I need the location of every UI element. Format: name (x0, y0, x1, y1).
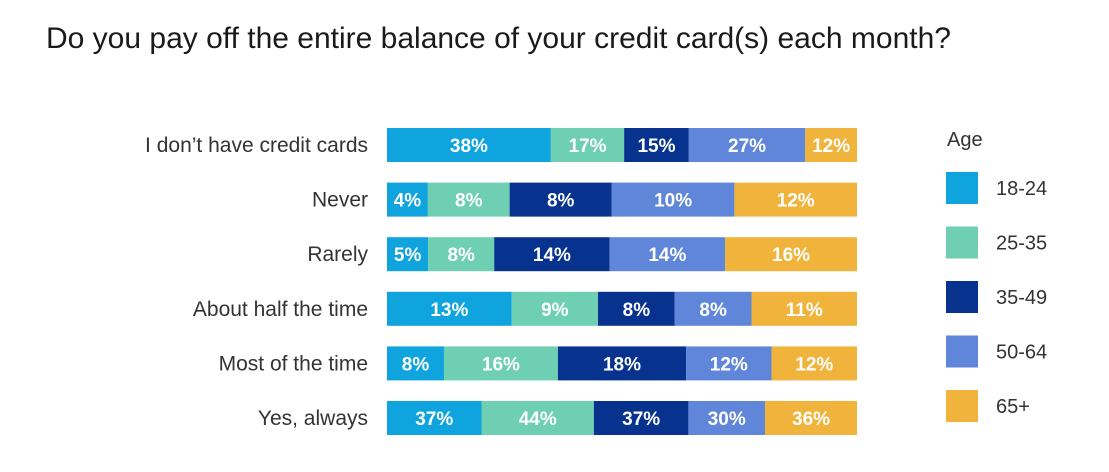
data-label: 18% (603, 354, 641, 375)
data-label: 13% (430, 300, 468, 321)
bar-segment (674, 291, 752, 326)
bar-segment (765, 401, 857, 435)
bar-segment (443, 346, 558, 381)
bar-segment (387, 291, 512, 326)
legend-swatch (946, 226, 978, 259)
bar-segment (598, 291, 675, 326)
bar-segment (387, 128, 551, 162)
category-label: Rarely (307, 243, 368, 266)
data-label: 12% (710, 354, 748, 375)
legend-label: 50-64 (996, 342, 1047, 364)
data-label: 37% (622, 409, 660, 430)
category-label: Yes, always (258, 407, 368, 430)
bar-segment (428, 237, 495, 272)
bar-segment (771, 346, 857, 381)
data-label: 44% (519, 409, 557, 430)
category-label: About half the time (193, 298, 368, 321)
bar-segment (557, 346, 687, 381)
bar-segment (509, 182, 612, 217)
category-label: Most of the time (219, 352, 368, 375)
data-label: 27% (728, 136, 766, 157)
bar-segment (725, 237, 857, 272)
data-label: 8% (402, 354, 430, 375)
data-label: 17% (568, 136, 606, 157)
bar-segment (751, 291, 857, 326)
bar-segment (624, 128, 689, 162)
bar-segment (494, 237, 610, 272)
data-label: 12% (777, 191, 815, 212)
data-label: 12% (795, 354, 833, 375)
data-label: 16% (772, 245, 810, 266)
data-label: 8% (447, 245, 475, 266)
data-label: 8% (699, 300, 727, 321)
legend-swatch (946, 335, 978, 368)
legend-title: Age (947, 129, 983, 151)
bar-segment (688, 401, 766, 435)
bar-segment (734, 182, 857, 217)
bar-segment (593, 401, 689, 435)
bar-segment (805, 128, 857, 162)
legend-swatch (946, 172, 978, 204)
bar-segment (550, 128, 625, 162)
data-label: 11% (786, 300, 823, 321)
data-label: 14% (648, 245, 686, 266)
bar-segment (511, 291, 599, 326)
data-label: 8% (623, 300, 651, 321)
legend-swatch (946, 390, 978, 422)
bar-segment (609, 237, 726, 272)
category-label: Never (312, 189, 368, 212)
bar-segment (387, 346, 444, 381)
bar-segment (688, 128, 806, 162)
data-label: 14% (533, 245, 571, 266)
category-label: I don’t have credit cards (145, 134, 368, 157)
data-label: 38% (450, 136, 488, 157)
legend-swatch (946, 281, 978, 313)
legend-label: 25-35 (996, 233, 1047, 255)
legend-label: 35-49 (996, 287, 1047, 309)
data-label: 10% (654, 191, 692, 212)
bars-group: I don’t have credit cards 38% 17% 15% 27% 12%… (145, 128, 857, 435)
bar-segment (481, 401, 594, 435)
bar-segment (387, 401, 482, 435)
data-label: 8% (547, 191, 575, 212)
data-label: 4% (394, 191, 422, 212)
legend-label: 65+ (996, 396, 1030, 418)
data-label: 37% (415, 409, 453, 430)
data-label: 16% (482, 354, 520, 375)
data-label: 8% (455, 191, 483, 212)
bar-segment (427, 182, 510, 217)
legend-label: 18-24 (996, 178, 1047, 200)
data-label: 5% (394, 245, 422, 266)
data-label: 30% (708, 409, 746, 430)
chart-title: Do you pay off the entire balance of you… (46, 22, 951, 55)
bar-segment (686, 346, 772, 381)
bar-segment (387, 237, 429, 272)
data-label: 9% (541, 300, 569, 321)
bar-segment (611, 182, 735, 217)
data-label: 36% (792, 409, 830, 430)
data-label: 15% (637, 136, 675, 157)
legend: Age 18-24 25-35 35-49 50-64 65+ (946, 129, 1047, 422)
bar-segment (387, 182, 428, 217)
data-label: 12% (812, 136, 850, 157)
